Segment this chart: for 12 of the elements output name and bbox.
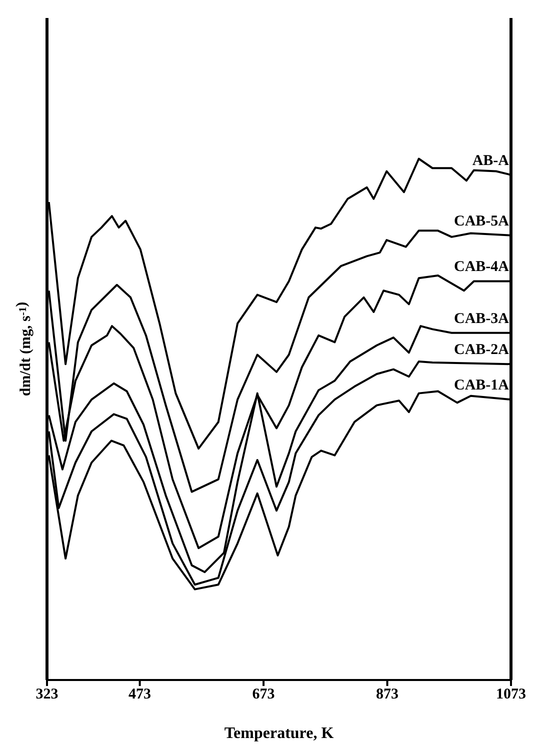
x-tick-label: 673: [252, 686, 275, 703]
series-label: AB-A: [472, 152, 510, 169]
x-tick-label: 1073: [496, 686, 526, 703]
x-tick-label: 873: [376, 686, 399, 703]
series-label: CAB-4A: [454, 259, 510, 276]
x-tick-label: 473: [128, 686, 152, 703]
series-label: CAB-1A: [454, 378, 510, 394]
series-label: CAB-3A: [454, 310, 510, 327]
x-tick-label: 323: [36, 686, 58, 703]
series-label: CAB-5A: [454, 213, 510, 230]
series-label: CAB-2A: [454, 342, 510, 358]
x-axis-title: Temperature, K: [224, 725, 334, 742]
